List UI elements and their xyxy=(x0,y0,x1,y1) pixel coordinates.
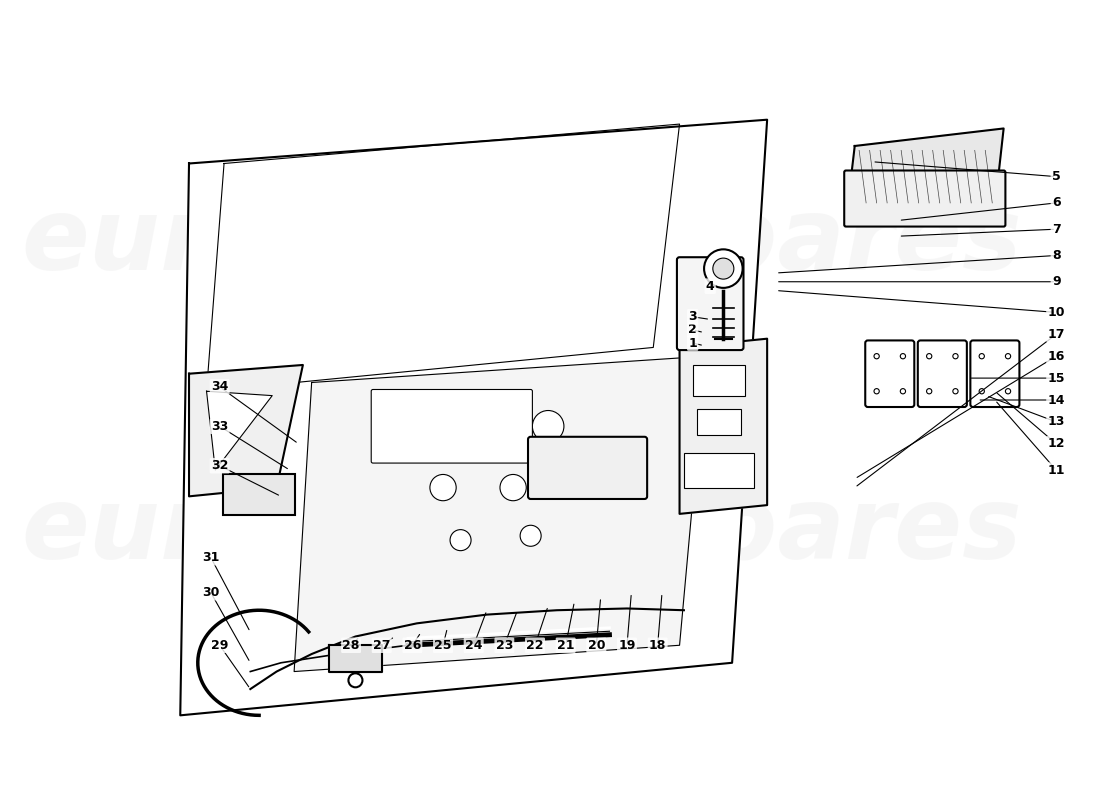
Circle shape xyxy=(532,410,564,442)
Text: 8: 8 xyxy=(1052,249,1060,262)
FancyBboxPatch shape xyxy=(676,258,744,350)
FancyBboxPatch shape xyxy=(866,341,914,407)
FancyBboxPatch shape xyxy=(528,437,647,499)
Circle shape xyxy=(900,389,905,394)
FancyBboxPatch shape xyxy=(223,474,295,514)
FancyBboxPatch shape xyxy=(970,341,1020,407)
Text: 20: 20 xyxy=(587,638,605,652)
Text: 15: 15 xyxy=(1047,372,1065,385)
Text: eurospares: eurospares xyxy=(22,194,654,291)
Text: 33: 33 xyxy=(211,420,229,433)
Polygon shape xyxy=(329,646,382,671)
Text: 14: 14 xyxy=(1047,394,1065,406)
Text: 32: 32 xyxy=(211,459,229,472)
Circle shape xyxy=(953,389,958,394)
Text: 5: 5 xyxy=(1052,170,1060,183)
Text: 19: 19 xyxy=(618,638,636,652)
Polygon shape xyxy=(189,365,302,496)
Text: eurospares: eurospares xyxy=(22,483,654,580)
Circle shape xyxy=(953,354,958,359)
Text: 34: 34 xyxy=(211,380,229,394)
Text: 3: 3 xyxy=(689,310,697,323)
Circle shape xyxy=(500,474,526,501)
Circle shape xyxy=(874,354,879,359)
Circle shape xyxy=(450,530,471,550)
Circle shape xyxy=(926,389,932,394)
Text: 29: 29 xyxy=(211,638,229,652)
Circle shape xyxy=(471,410,503,442)
Circle shape xyxy=(520,526,541,546)
Polygon shape xyxy=(846,129,1003,221)
Text: 12: 12 xyxy=(1047,438,1065,450)
Circle shape xyxy=(900,354,905,359)
FancyBboxPatch shape xyxy=(371,390,532,463)
Text: 28: 28 xyxy=(342,638,360,652)
Bar xyxy=(697,409,741,435)
Text: 25: 25 xyxy=(434,638,452,652)
Text: 2: 2 xyxy=(689,323,697,337)
Circle shape xyxy=(349,674,363,687)
Circle shape xyxy=(430,474,456,501)
Text: 21: 21 xyxy=(557,638,574,652)
Circle shape xyxy=(1005,354,1011,359)
Text: 31: 31 xyxy=(202,551,220,564)
Circle shape xyxy=(410,410,441,442)
Text: 7: 7 xyxy=(1052,222,1060,236)
Circle shape xyxy=(979,389,984,394)
Text: 23: 23 xyxy=(496,638,513,652)
Text: 18: 18 xyxy=(649,638,667,652)
Text: 17: 17 xyxy=(1047,328,1065,341)
Polygon shape xyxy=(680,338,767,514)
Circle shape xyxy=(926,354,932,359)
Polygon shape xyxy=(180,120,767,715)
Circle shape xyxy=(874,389,879,394)
Text: 9: 9 xyxy=(1052,275,1060,288)
Text: 24: 24 xyxy=(465,638,483,652)
Text: 27: 27 xyxy=(373,638,390,652)
Text: 10: 10 xyxy=(1047,306,1065,319)
Text: 22: 22 xyxy=(526,638,543,652)
Bar xyxy=(693,365,745,396)
Circle shape xyxy=(979,354,984,359)
Text: 13: 13 xyxy=(1047,415,1065,428)
Text: eurospares: eurospares xyxy=(389,483,1022,580)
Text: 16: 16 xyxy=(1047,350,1065,362)
FancyBboxPatch shape xyxy=(917,341,967,407)
Text: 11: 11 xyxy=(1047,463,1065,477)
Text: 1: 1 xyxy=(689,337,697,350)
FancyBboxPatch shape xyxy=(844,170,1005,226)
Text: 4: 4 xyxy=(706,280,715,293)
Text: eurospares: eurospares xyxy=(389,194,1022,291)
Text: 30: 30 xyxy=(202,586,220,599)
Bar xyxy=(684,453,754,487)
Circle shape xyxy=(704,250,742,288)
Circle shape xyxy=(713,258,734,279)
Text: 6: 6 xyxy=(1052,197,1060,210)
Circle shape xyxy=(570,466,596,492)
Text: 26: 26 xyxy=(404,638,421,652)
Circle shape xyxy=(1005,389,1011,394)
Polygon shape xyxy=(207,391,272,470)
Polygon shape xyxy=(294,356,706,671)
